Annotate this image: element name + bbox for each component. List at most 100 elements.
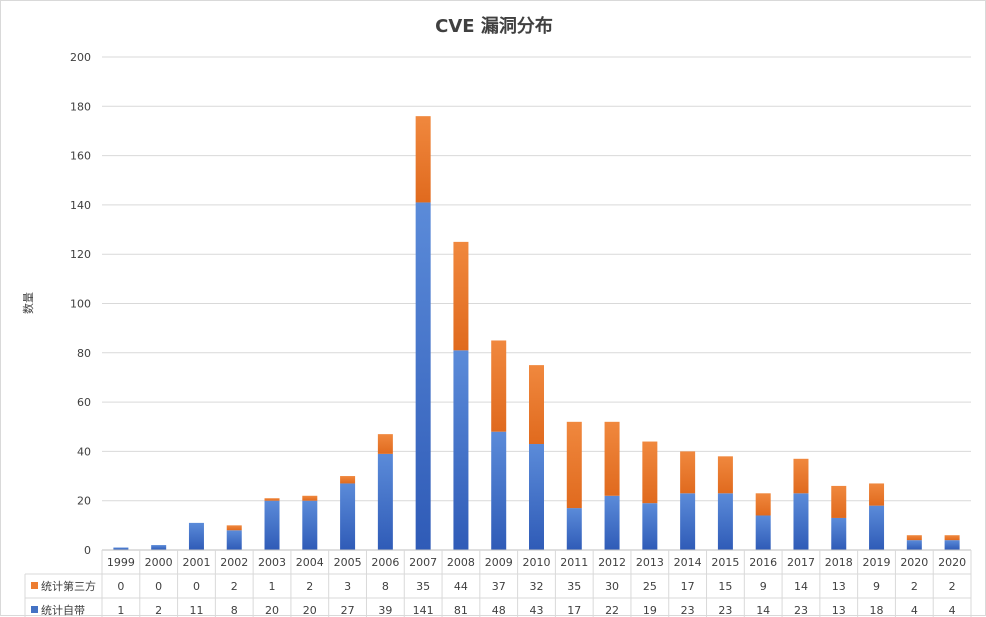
data-label-own: 19: [643, 604, 657, 617]
data-label-own: 23: [794, 604, 808, 617]
bar-own-1999: [113, 547, 129, 550]
x-tick-label: 2020: [938, 556, 966, 569]
data-label-third: 2: [911, 580, 918, 593]
bar-own-2006: [377, 453, 393, 550]
bar-own-2018: [831, 517, 847, 550]
legend-label-own: 统计自带: [41, 604, 85, 617]
data-label-own: 27: [341, 604, 355, 617]
data-label-own: 20: [265, 604, 279, 617]
x-tick-label: 2000: [145, 556, 173, 569]
data-label-third: 35: [567, 580, 581, 593]
bar-own-2003: [264, 500, 280, 550]
data-label-third: 37: [492, 580, 506, 593]
data-label-own: 23: [718, 604, 732, 617]
data-label-third: 8: [382, 580, 389, 593]
data-label-third: 3: [344, 580, 351, 593]
data-label-own: 39: [378, 604, 392, 617]
data-label-third: 1: [269, 580, 276, 593]
bar-third-2004: [302, 495, 318, 501]
x-tick-label: 2001: [182, 556, 210, 569]
data-label-third: 0: [155, 580, 162, 593]
data-label-third: 14: [794, 580, 808, 593]
data-label-third: 17: [681, 580, 695, 593]
data-label-third: 9: [760, 580, 767, 593]
x-tick-label: 2016: [749, 556, 777, 569]
data-label-own: 1: [117, 604, 124, 617]
bar-third-2018: [831, 485, 847, 518]
data-label-third: 15: [718, 580, 732, 593]
bar-third-2015: [717, 456, 733, 494]
bar-own-2011: [566, 508, 582, 550]
x-tick-label: 2017: [787, 556, 815, 569]
chart-title: CVE 漏洞分布: [435, 15, 553, 37]
data-label-own: 18: [870, 604, 884, 617]
data-label-own: 141: [413, 604, 434, 617]
data-label-own: 4: [911, 604, 918, 617]
bar-own-2000: [151, 545, 167, 550]
data-label-third: 2: [949, 580, 956, 593]
bar-own-2017: [793, 493, 809, 550]
x-tick-label: 2008: [447, 556, 475, 569]
x-tick-label: 2005: [334, 556, 362, 569]
bar-own-2002: [226, 530, 242, 550]
y-tick-label: 20: [77, 495, 91, 508]
x-tick-label: 2004: [296, 556, 324, 569]
y-axis-label: 数量: [22, 292, 35, 314]
x-tick-label: 2013: [636, 556, 664, 569]
bar-own-2012: [604, 495, 620, 550]
data-label-third: 30: [605, 580, 619, 593]
y-tick-label: 100: [70, 298, 91, 311]
data-label-own: 14: [756, 604, 770, 617]
bar-own-2009: [491, 431, 507, 550]
y-tick-label: 40: [77, 445, 91, 458]
bar-third-2003: [264, 498, 280, 501]
y-tick-label: 60: [77, 396, 91, 409]
x-tick-label: 2012: [598, 556, 626, 569]
y-tick-label: 160: [70, 150, 91, 163]
bar-own-2020: [944, 540, 960, 550]
data-label-third: 2: [231, 580, 238, 593]
bar-third-2020: [944, 535, 960, 541]
bar-third-2008: [453, 241, 469, 351]
bar-own-2001: [188, 522, 204, 550]
x-tick-label: 2011: [560, 556, 588, 569]
bar-own-2007: [415, 202, 431, 550]
bar-own-2004: [302, 500, 318, 550]
data-label-own: 81: [454, 604, 468, 617]
bar-third-2006: [377, 434, 393, 454]
data-table: 1999012000022001011200228200312020042202…: [24, 550, 972, 617]
bar-third-2012: [604, 421, 620, 496]
bar-third-2019: [869, 483, 885, 506]
y-tick-label: 80: [77, 347, 91, 360]
bar-third-2009: [491, 340, 507, 432]
data-label-own: 22: [605, 604, 619, 617]
bar-third-2010: [529, 365, 544, 445]
y-tick-label: 180: [70, 100, 91, 113]
bar-third-2013: [642, 441, 658, 504]
data-label-third: 35: [416, 580, 430, 593]
bar-third-2011: [566, 421, 582, 509]
x-tick-label: 2020: [900, 556, 928, 569]
x-tick-label: 2015: [711, 556, 739, 569]
x-tick-label: 2002: [220, 556, 248, 569]
data-label-third: 13: [832, 580, 846, 593]
legend-key-third: [31, 582, 38, 589]
bar-own-2008: [453, 350, 469, 550]
grid-layer: [102, 56, 971, 502]
bar-own-2016: [755, 515, 771, 550]
x-tick-label: 2019: [863, 556, 891, 569]
bar-own-2014: [680, 493, 696, 550]
bar-third-2020: [906, 535, 922, 541]
data-label-own: 4: [949, 604, 956, 617]
data-label-third: 9: [873, 580, 880, 593]
data-label-own: 23: [681, 604, 695, 617]
bar-own-2005: [340, 483, 356, 550]
y-tick-label: 140: [70, 199, 91, 212]
y-tick-label: 0: [84, 544, 91, 557]
x-tick-label: 2018: [825, 556, 853, 569]
x-tick-label: 2006: [371, 556, 399, 569]
bar-third-2014: [680, 451, 696, 494]
x-tick-label: 2007: [409, 556, 437, 569]
